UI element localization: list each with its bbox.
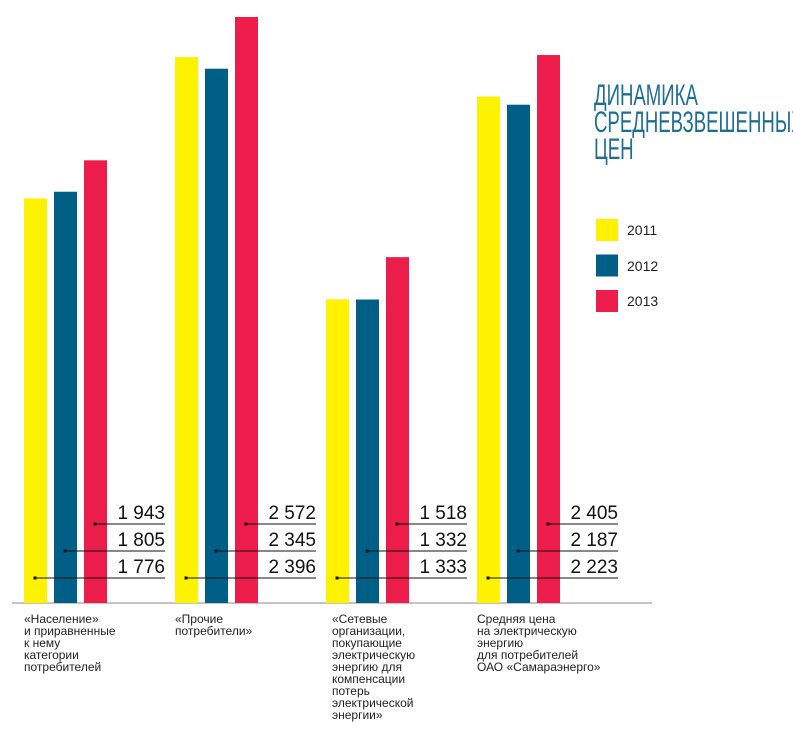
legend-label: 2011	[627, 222, 658, 238]
value-label: 1 776	[117, 557, 165, 578]
legend-label: 2012	[627, 257, 659, 274]
leader-dot	[546, 522, 550, 526]
value-label: 1 943	[117, 503, 165, 524]
value-label: 1 332	[419, 530, 467, 551]
value-label: 1 518	[419, 503, 467, 524]
leader-dot	[516, 549, 520, 553]
bar	[507, 104, 530, 604]
leader-dot	[214, 549, 218, 553]
value-label: 1 333	[419, 557, 467, 578]
bar	[84, 160, 107, 604]
x-tick-label: «Прочие потребители»	[175, 612, 253, 638]
bar	[175, 57, 198, 603]
leader-dot	[93, 522, 97, 526]
value-label: 2 223	[570, 557, 618, 578]
bar	[235, 17, 258, 603]
value-label: 2 396	[268, 557, 316, 578]
leader-dot	[486, 576, 490, 580]
value-label: 2 405	[570, 503, 618, 524]
value-label: 2 345	[268, 530, 316, 551]
value-label: 2 572	[268, 503, 316, 524]
leader-dot	[33, 576, 37, 580]
legend-label: 2013	[627, 293, 659, 309]
bar	[386, 257, 409, 603]
legend-swatch	[596, 254, 618, 277]
leader-dot	[365, 549, 369, 553]
x-tick-label: «Сетевые организации, покупающие электри…	[332, 612, 416, 722]
leader-dot	[184, 576, 188, 580]
x-tick-label: «Население» и приравненные к нему катего…	[24, 612, 116, 674]
leader-dot	[63, 549, 67, 553]
bar	[24, 198, 47, 603]
x-tick-label: Средняя цена на электрическую энергию дл…	[477, 612, 601, 674]
legend-swatch	[596, 290, 618, 312]
bar	[356, 299, 379, 603]
leader-dot	[335, 576, 339, 580]
bar	[205, 68, 228, 603]
value-label: 2 187	[570, 530, 618, 551]
legend-swatch	[596, 219, 618, 241]
leader-dot	[244, 522, 248, 526]
value-label: 1 805	[117, 530, 165, 551]
bar	[477, 96, 500, 603]
leader-dot	[395, 522, 399, 526]
bar	[537, 55, 560, 603]
bar	[326, 299, 349, 603]
chart-title: ДИНАМИКА СРЕДНЕВЗВЕШЕННЫХ ЦЕН	[594, 79, 793, 166]
bar	[54, 191, 77, 603]
